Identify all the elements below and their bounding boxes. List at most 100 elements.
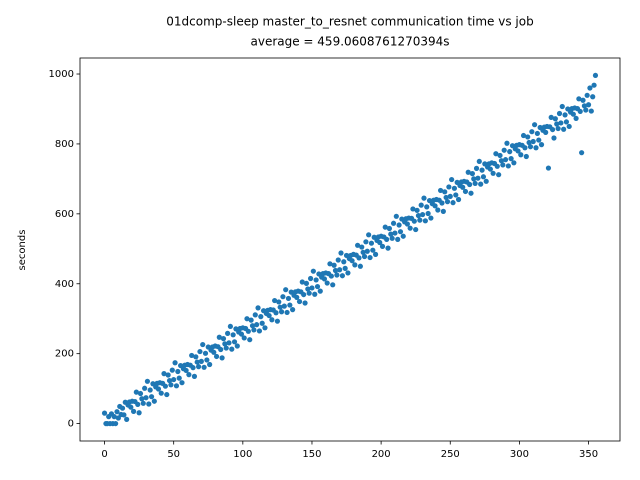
point <box>476 158 482 165</box>
point <box>119 405 126 411</box>
point <box>555 125 561 132</box>
point <box>543 129 549 135</box>
point <box>549 126 556 133</box>
point <box>534 130 540 137</box>
point <box>124 416 130 422</box>
point <box>415 212 422 219</box>
point <box>522 145 528 151</box>
point <box>338 250 344 256</box>
point <box>585 102 592 108</box>
point <box>479 167 485 173</box>
point <box>525 134 531 140</box>
point <box>337 267 343 273</box>
point <box>573 115 579 122</box>
point <box>278 309 285 315</box>
point <box>274 318 281 324</box>
point <box>147 387 153 393</box>
point <box>558 120 564 126</box>
point <box>249 323 256 329</box>
point <box>384 236 390 242</box>
point <box>435 207 441 213</box>
point <box>367 254 373 261</box>
point <box>101 410 108 416</box>
point <box>244 316 250 322</box>
point <box>395 236 401 242</box>
point <box>135 401 141 407</box>
point <box>363 239 369 245</box>
point <box>377 239 383 246</box>
point <box>349 258 355 264</box>
point <box>172 360 178 366</box>
point <box>356 255 362 261</box>
point <box>440 208 446 214</box>
point <box>437 187 444 194</box>
point <box>554 121 560 127</box>
point <box>487 166 493 172</box>
point <box>515 148 521 154</box>
point <box>428 215 434 221</box>
point <box>219 355 225 361</box>
x-tick-label: 150 <box>302 449 321 460</box>
point <box>390 220 397 226</box>
point <box>290 307 296 313</box>
point <box>306 290 312 296</box>
point <box>238 331 245 337</box>
point <box>247 337 253 343</box>
point <box>200 341 206 348</box>
point <box>305 286 311 292</box>
y-tick-label: 800 <box>55 139 74 150</box>
point <box>465 169 471 175</box>
point <box>538 142 545 148</box>
point <box>327 261 333 267</box>
point <box>283 287 289 293</box>
point <box>113 420 119 427</box>
point <box>411 218 417 224</box>
x-tick-label: 200 <box>372 449 391 460</box>
point <box>309 285 315 291</box>
point <box>262 325 268 331</box>
point <box>328 273 334 279</box>
point <box>520 132 527 139</box>
point <box>562 112 568 118</box>
point <box>307 275 314 282</box>
point <box>579 150 585 156</box>
point <box>176 375 182 381</box>
point <box>158 390 164 396</box>
point <box>379 243 386 249</box>
point <box>425 210 431 217</box>
point <box>527 144 534 150</box>
point <box>303 280 310 287</box>
point <box>584 92 590 98</box>
point <box>301 291 307 298</box>
point <box>530 138 536 145</box>
point <box>536 137 542 143</box>
point <box>545 165 552 171</box>
point <box>478 181 484 187</box>
point <box>592 72 599 79</box>
point <box>396 222 402 228</box>
point <box>404 221 410 227</box>
point <box>165 372 171 378</box>
point <box>142 385 148 391</box>
point <box>548 114 554 120</box>
point <box>533 145 539 151</box>
point <box>414 207 420 213</box>
point <box>128 404 134 410</box>
point <box>389 235 395 241</box>
point <box>352 262 358 268</box>
point <box>508 156 514 162</box>
point <box>583 107 589 113</box>
x-tick-label: 350 <box>579 449 598 460</box>
point <box>173 383 180 389</box>
point <box>115 415 121 421</box>
point <box>556 110 563 117</box>
point <box>494 163 500 169</box>
point <box>302 300 308 306</box>
point <box>287 302 293 308</box>
point <box>161 371 167 377</box>
point <box>587 85 593 91</box>
point <box>500 162 506 168</box>
point <box>518 152 524 158</box>
point <box>269 317 275 323</box>
